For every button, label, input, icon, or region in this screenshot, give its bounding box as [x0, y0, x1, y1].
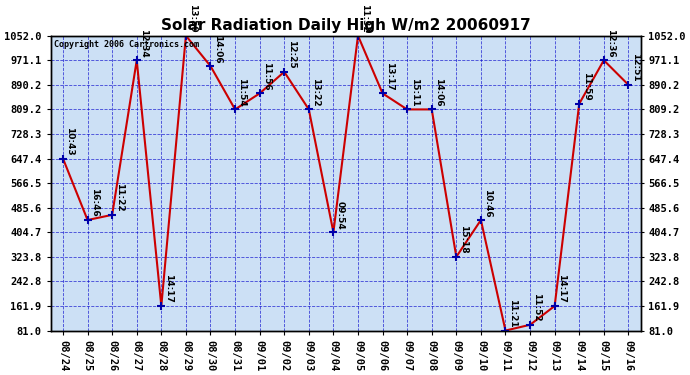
Text: Copyright 2006 Cartronics.com: Copyright 2006 Cartronics.com: [54, 40, 199, 49]
Text: 11:56: 11:56: [262, 62, 271, 91]
Title: Solar Radiation Daily High W/m2 20060917: Solar Radiation Daily High W/m2 20060917: [161, 18, 531, 33]
Text: 14:06: 14:06: [434, 78, 443, 106]
Text: 12:36: 12:36: [607, 29, 615, 57]
Text: 12:51: 12:51: [631, 53, 640, 82]
Text: 14:17: 14:17: [164, 274, 172, 303]
Text: 13:17: 13:17: [385, 62, 394, 91]
Text: 11:59: 11:59: [582, 72, 591, 101]
Text: 13:59: 13:59: [188, 4, 197, 33]
Text: 14:17: 14:17: [557, 274, 566, 303]
Text: 16:46: 16:46: [90, 189, 99, 217]
Text: 15:18: 15:18: [459, 225, 468, 254]
Text: 11:22: 11:22: [115, 183, 124, 212]
Text: 11:52: 11:52: [533, 293, 542, 322]
Text: 09:54: 09:54: [336, 201, 345, 230]
Text: 13:22: 13:22: [311, 78, 320, 106]
Text: 10:43: 10:43: [66, 127, 75, 156]
Text: 14:06: 14:06: [213, 34, 222, 63]
Text: 11:21: 11:21: [508, 299, 517, 328]
Text: 11:32: 11:32: [360, 4, 369, 33]
Text: 15:11: 15:11: [410, 78, 419, 106]
Text: 10:46: 10:46: [484, 189, 493, 217]
Text: 11:54: 11:54: [237, 78, 246, 106]
Text: 12:34: 12:34: [139, 29, 148, 57]
Text: 12:25: 12:25: [286, 40, 296, 69]
